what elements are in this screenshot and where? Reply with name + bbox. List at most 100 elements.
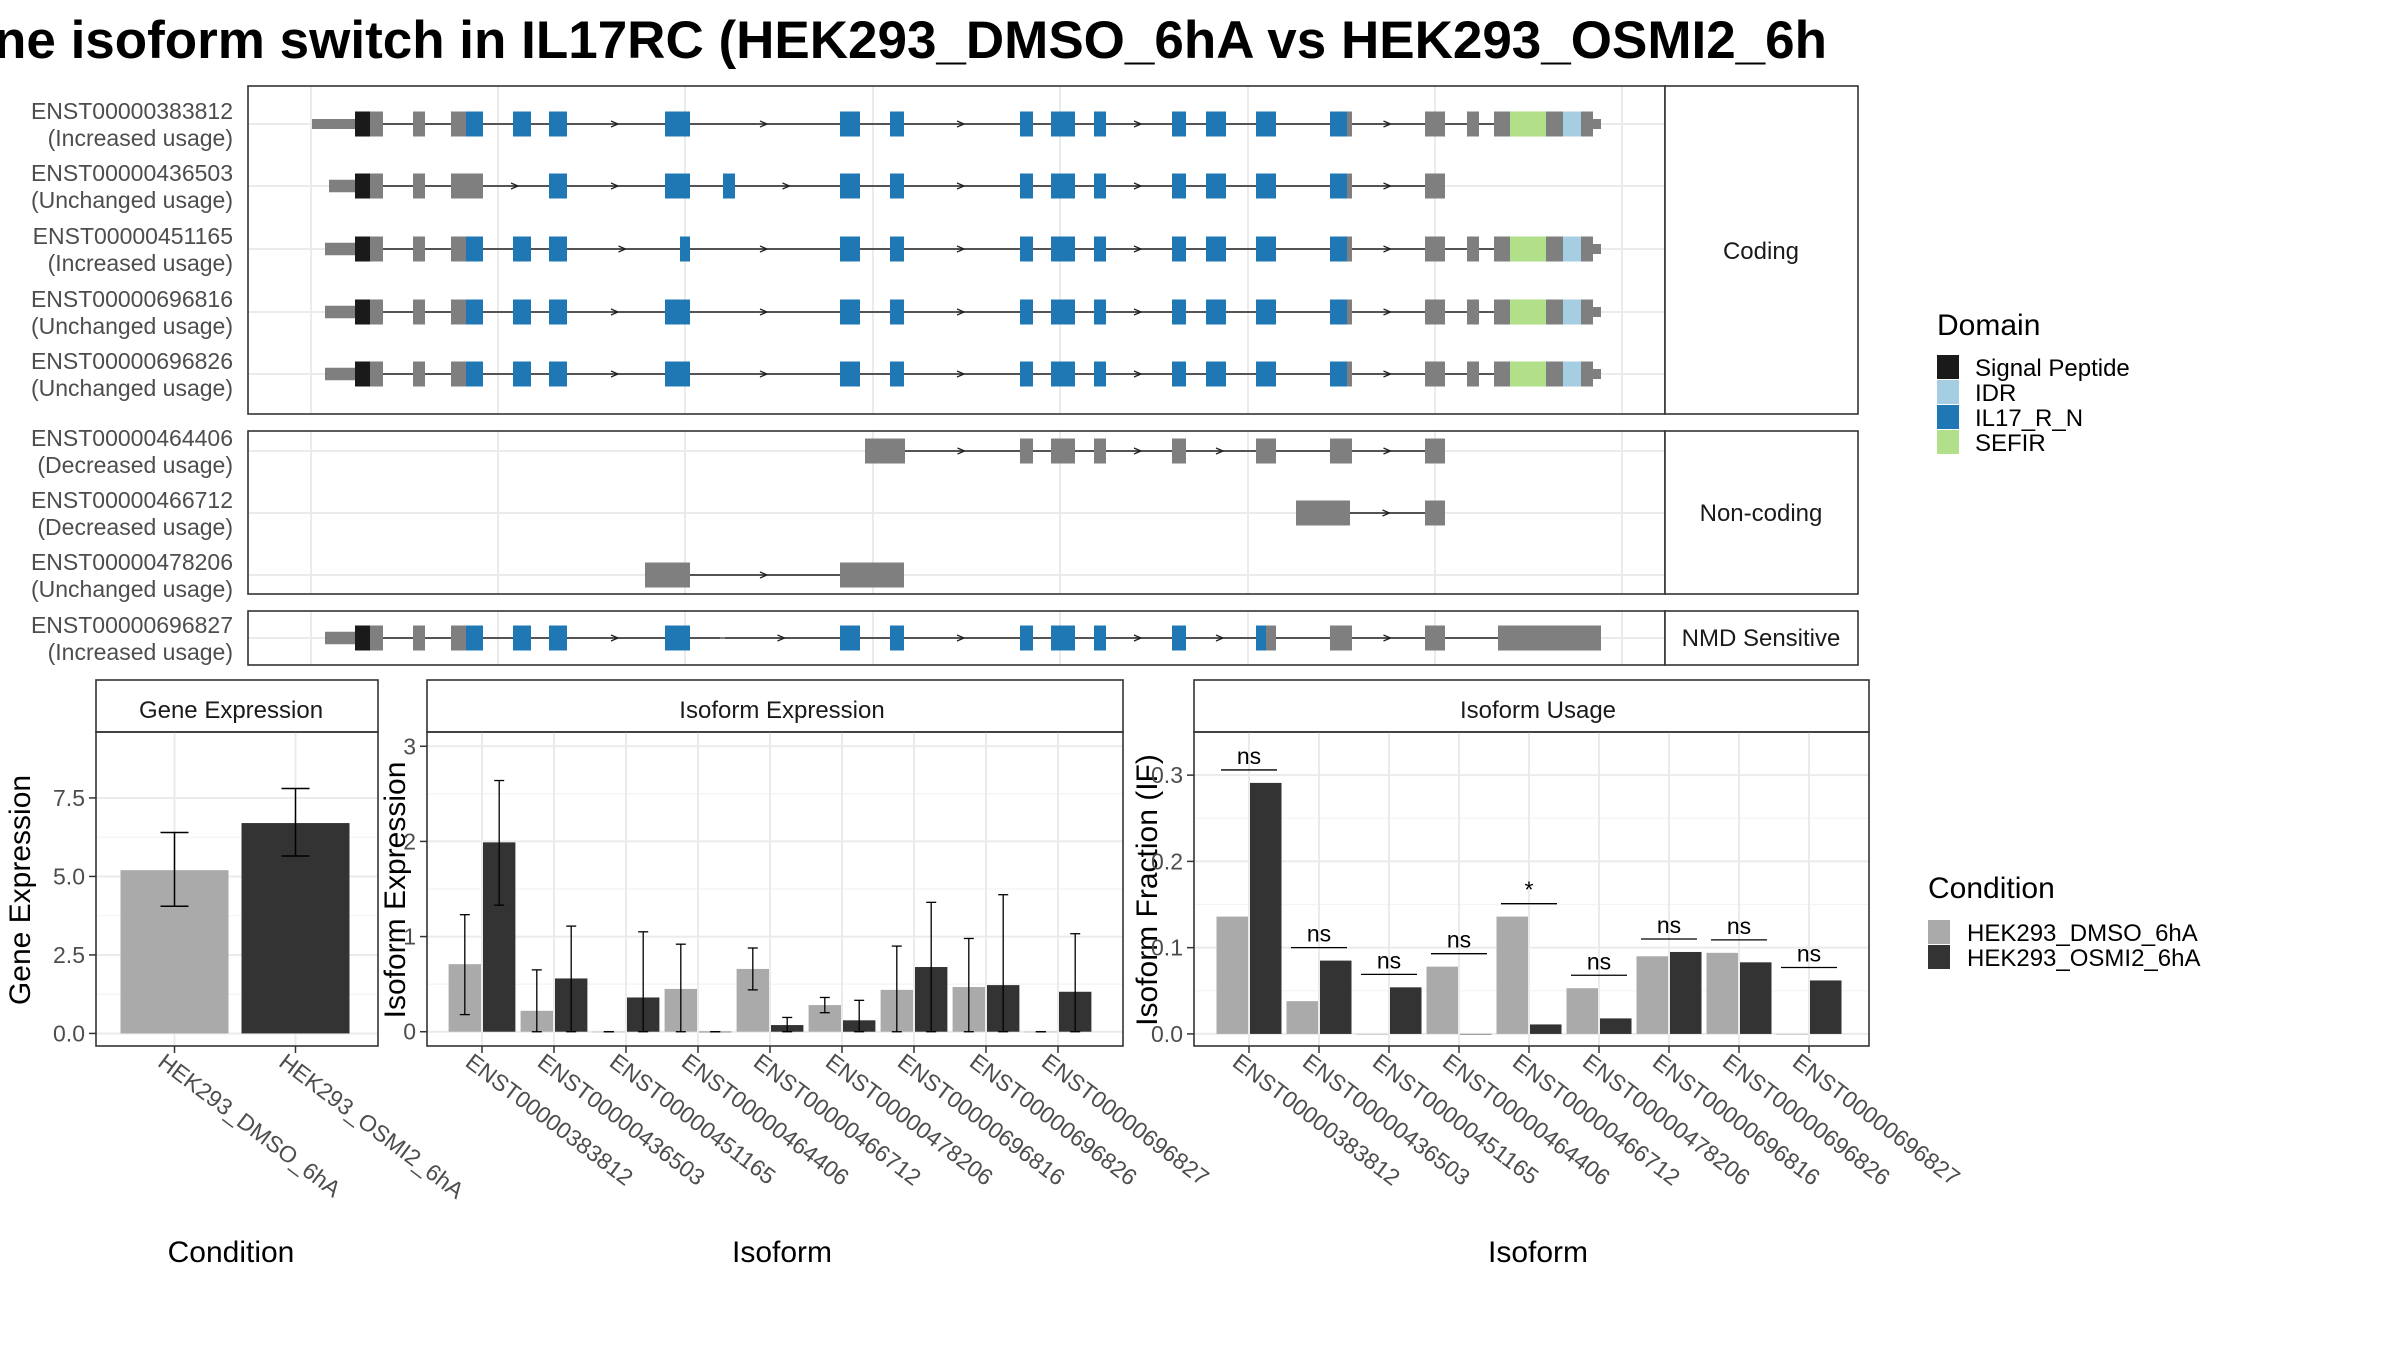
exon-block <box>466 111 483 137</box>
intron-arrow <box>782 182 792 190</box>
structure-strip-box <box>1664 610 1859 666</box>
significance-label: ns <box>1657 912 1681 938</box>
exon-block <box>325 631 355 645</box>
exon-block <box>1498 625 1601 651</box>
exon-block <box>451 111 466 137</box>
exon-block <box>513 236 531 262</box>
transcript-usage-label: (Increased usage) <box>48 639 233 665</box>
exon-block <box>451 361 466 387</box>
y-tick-label: 1 <box>403 924 416 950</box>
exon-block <box>1206 361 1226 387</box>
isoform-expression-x-axis-title: Isoform <box>732 1236 832 1269</box>
exon-block <box>549 111 567 137</box>
exon-block <box>1425 299 1445 325</box>
exon-block <box>1094 236 1106 262</box>
exon-block <box>1504 299 1510 325</box>
exon-block <box>1425 361 1445 387</box>
exon-block <box>1593 369 1601 379</box>
intron-arrow <box>610 120 620 128</box>
exon-block <box>549 299 567 325</box>
exon-block <box>1172 173 1186 199</box>
intron-arrow <box>957 447 967 455</box>
exon-block <box>1051 236 1075 262</box>
exon-block <box>840 236 860 262</box>
figure-title: ne isoform switch in IL17RC (HEK293_DMSO… <box>0 11 1827 70</box>
exon-block <box>549 236 567 262</box>
exon-block <box>840 111 860 137</box>
intron-arrow <box>610 308 620 316</box>
exon-block <box>1094 173 1106 199</box>
bar <box>1320 960 1352 1034</box>
isoform-expression-panel-border <box>426 731 1124 1047</box>
exon-block <box>355 173 370 199</box>
exon-block <box>1334 625 1352 651</box>
legend-label-sefir: SEFIR <box>1975 430 2046 457</box>
intron-arrow <box>1215 447 1225 455</box>
exon-block <box>1467 299 1479 325</box>
isoform-expression-y-axis: 0 1 2 3 <box>403 733 427 1045</box>
bar <box>1810 980 1842 1034</box>
transcript-track <box>325 299 1601 325</box>
isoform-usage-bars <box>1216 782 1842 1035</box>
transcript-track <box>1296 500 1445 526</box>
intron-arrow <box>1383 308 1393 316</box>
exon-block <box>1510 236 1546 262</box>
legend-swatch-sefir <box>1937 430 1959 454</box>
exon-block <box>355 361 370 387</box>
exon-block <box>1563 111 1581 137</box>
exon-block <box>1347 173 1352 199</box>
exon-block <box>1020 236 1033 262</box>
exon-block <box>840 562 904 588</box>
exon-block <box>1593 307 1601 317</box>
intron-arrow <box>1383 447 1393 455</box>
isoform-expression-x-axis: ENST00000383812ENST00000436503ENST000004… <box>461 1046 1214 1191</box>
intron-arrow <box>759 370 769 378</box>
exon-block <box>325 242 355 256</box>
legend-label-signal-peptide: Signal Peptide <box>1975 355 2130 382</box>
exon-block <box>1020 299 1033 325</box>
exon-block <box>1593 244 1601 254</box>
intron-arrow <box>618 245 628 253</box>
significance-label: ns <box>1377 947 1401 973</box>
legend-label-osmi2: HEK293_OSMI2_6hA <box>1967 945 2200 972</box>
y-tick-label: 0.2 <box>1151 848 1183 874</box>
significance-label: ns <box>1237 743 1261 769</box>
exon-block <box>1330 438 1352 464</box>
significance-label: ns <box>1727 913 1751 939</box>
exon-block <box>355 111 370 137</box>
exon-block <box>355 299 370 325</box>
exon-block <box>723 173 735 199</box>
isoform-usage-chart: Isoform Usage Isoform Isoform Fraction (… <box>1131 679 1965 1269</box>
exon-block <box>355 625 370 651</box>
exon-block <box>513 111 531 137</box>
bar-chart-panels: Gene Expression Condition Gene Expressio… <box>4 679 1965 1269</box>
exon-block <box>413 173 425 199</box>
exon-block <box>840 299 860 325</box>
intron-arrow <box>610 182 620 190</box>
transcript-track <box>325 236 1601 262</box>
exon-block <box>890 625 904 651</box>
bar <box>1566 988 1598 1034</box>
exon-block <box>1510 111 1546 137</box>
bar <box>1460 1033 1492 1035</box>
intron-arrow <box>1133 245 1143 253</box>
exon-block <box>1051 299 1075 325</box>
transcript-usage-label: (Unchanged usage) <box>31 576 233 602</box>
exon-block <box>513 625 531 651</box>
exon-block <box>1256 236 1276 262</box>
exon-block <box>890 111 904 137</box>
exon-block <box>1425 438 1445 464</box>
bar <box>1636 956 1668 1034</box>
bar <box>1356 1033 1388 1035</box>
isoform-usage-x-axis: ENST00000383812ENST00000436503ENST000004… <box>1228 1046 1965 1191</box>
exon-block <box>1581 299 1593 325</box>
exon-block <box>1051 625 1075 651</box>
legend-swatch-signal-peptide <box>1937 355 1959 379</box>
transcript-id-label: ENST00000696827 <box>31 612 233 638</box>
intron-arrow <box>1133 308 1143 316</box>
transcript-track <box>312 111 1601 137</box>
y-tick-label: 7.5 <box>53 785 85 811</box>
bar <box>1286 1001 1318 1034</box>
exon-block <box>1051 438 1075 464</box>
